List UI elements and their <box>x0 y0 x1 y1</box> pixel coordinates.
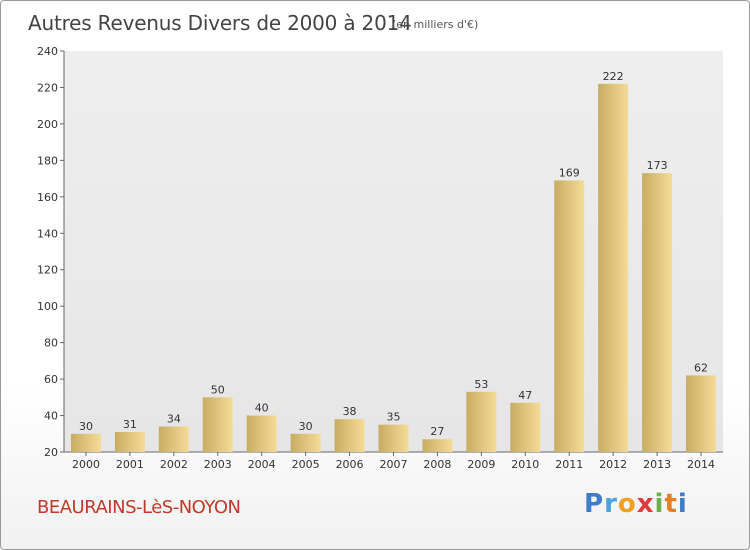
bar <box>642 173 673 452</box>
y-tick-label: 240 <box>37 45 58 58</box>
chart-title: Autres Revenus Divers de 2000 à 2014 <box>28 11 412 35</box>
x-tick-label: 2013 <box>643 458 671 471</box>
y-tick-label: 160 <box>37 191 58 204</box>
bar <box>378 424 409 452</box>
value-label: 50 <box>211 383 225 396</box>
bar <box>554 180 585 452</box>
bar <box>334 419 365 452</box>
x-tick-label: 2009 <box>467 458 495 471</box>
logo-letter: r <box>604 489 618 519</box>
place-name: BEAURAINS-LèS-NOYON <box>37 497 241 518</box>
bar <box>686 375 717 452</box>
x-axis: 2000 2001 2002 2003 2004 2005 2006 2007 2008 2009… <box>64 451 723 471</box>
bar <box>158 426 189 452</box>
value-label: 38 <box>343 405 357 418</box>
x-tick-label: 2008 <box>423 458 451 471</box>
y-tick-label: 20 <box>44 446 58 459</box>
y-tick-label: 100 <box>37 300 58 313</box>
y-tick-label: 180 <box>37 154 58 167</box>
x-tick-label: 2004 <box>248 458 276 471</box>
value-label: 35 <box>387 411 401 424</box>
y-tick-label: 200 <box>37 118 58 131</box>
value-label: 47 <box>518 389 532 402</box>
bar <box>70 433 101 452</box>
bar <box>202 397 233 452</box>
y-tick-label: 60 <box>44 373 58 386</box>
value-label: 173 <box>647 159 668 172</box>
x-tick-label: 2003 <box>204 458 232 471</box>
y-tick-label: 80 <box>44 337 58 350</box>
x-tick-label: 2006 <box>336 458 364 471</box>
value-label: 53 <box>474 378 488 391</box>
x-tick-label: 2001 <box>116 458 144 471</box>
value-label: 27 <box>430 425 444 438</box>
x-tick-label: 2014 <box>687 458 715 471</box>
bar <box>466 391 497 452</box>
x-tick-label: 2002 <box>160 458 188 471</box>
logo-letter: P <box>584 489 605 519</box>
bar <box>510 402 541 452</box>
value-label: 62 <box>694 361 708 374</box>
value-label: 30 <box>299 420 313 433</box>
value-label: 31 <box>123 418 137 431</box>
x-tick-label: 2005 <box>292 458 320 471</box>
proxiti-logo: Proxiti <box>584 489 688 519</box>
y-tick-label: 220 <box>37 81 58 94</box>
bar <box>598 83 629 453</box>
x-tick-label: 2012 <box>599 458 627 471</box>
bars: 30 31 34 50 40 30 38 35 27 53 47 169 222 173 62 <box>70 70 717 453</box>
logo-letter: o <box>617 489 637 519</box>
bar <box>290 433 321 452</box>
logo-letter: t <box>664 489 678 519</box>
bar <box>114 431 145 452</box>
x-tick-label: 2000 <box>72 458 100 471</box>
x-tick-label: 2011 <box>555 458 583 471</box>
logo-letter: i <box>654 489 665 519</box>
bar <box>246 415 277 452</box>
y-axis: 20 40 60 80 100 120 140 160 180 200 220 240 <box>37 45 65 459</box>
y-tick-label: 140 <box>37 227 58 240</box>
value-label: 169 <box>559 166 580 179</box>
value-label: 30 <box>79 420 93 433</box>
logo-letter: x <box>636 489 655 519</box>
x-tick-label: 2007 <box>380 458 408 471</box>
value-label: 40 <box>255 402 269 415</box>
y-tick-label: 120 <box>37 264 58 277</box>
value-label: 222 <box>603 70 624 83</box>
chart-subtitle: (en milliers d'€) <box>392 18 479 31</box>
bar <box>422 439 453 452</box>
value-label: 34 <box>167 412 181 425</box>
logo-letter: i <box>677 489 688 519</box>
x-tick-label: 2010 <box>511 458 539 471</box>
y-tick-label: 40 <box>44 410 58 423</box>
